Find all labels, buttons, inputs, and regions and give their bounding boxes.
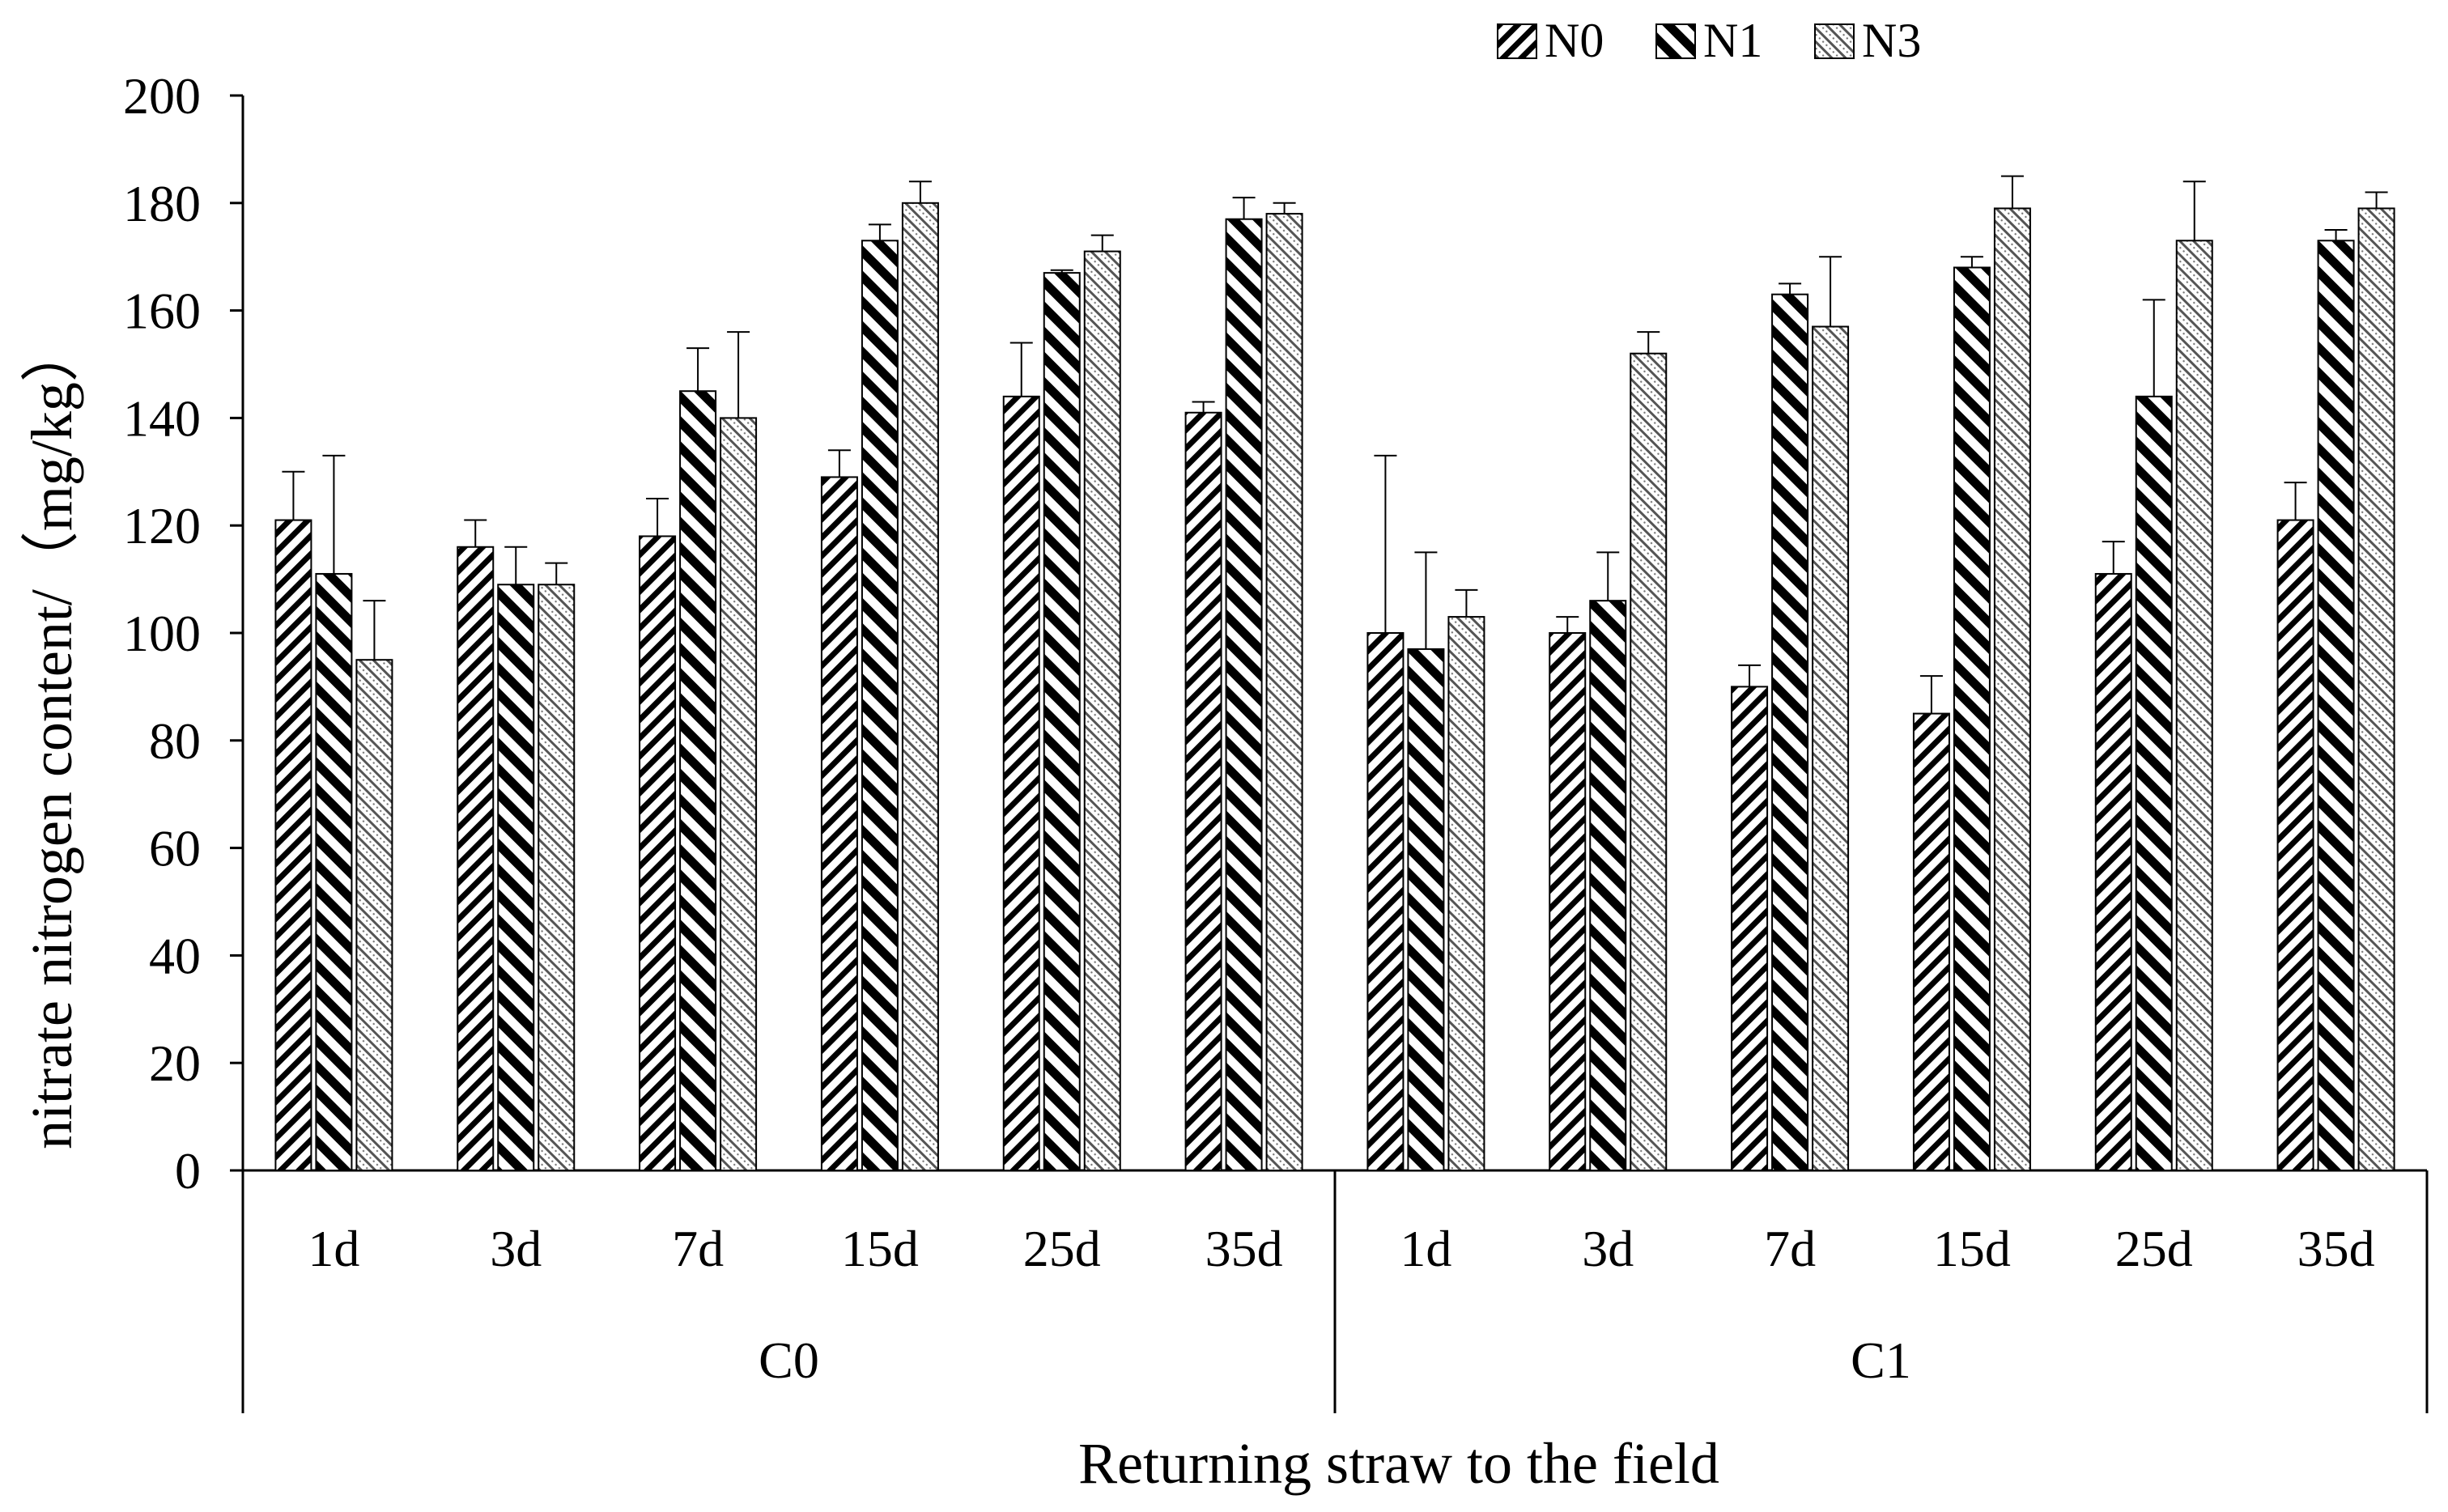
x-tick-label: 25d	[1023, 1220, 1101, 1277]
x-tick-label: 7d	[1764, 1220, 1816, 1277]
bar-N3	[538, 584, 576, 1171]
bar-N3	[720, 417, 758, 1171]
y-axis: 0 20 40 60 80 100 120 140 160 180 200	[123, 67, 244, 1200]
bar-N0	[1731, 686, 1769, 1171]
y-tick-label: 160	[123, 282, 201, 340]
legend-swatch-N3	[1814, 23, 1855, 59]
bar-N3	[1993, 207, 2031, 1172]
bar-N0	[2094, 572, 2132, 1171]
bar-N1	[1771, 293, 1809, 1171]
bar-N0	[1184, 411, 1222, 1171]
legend-swatch-N1	[1655, 23, 1696, 59]
x-tick-label: 35d	[2297, 1220, 2375, 1277]
bar-N1	[2317, 240, 2355, 1171]
y-tick-label: 200	[123, 67, 201, 125]
bar-N1	[2135, 395, 2173, 1171]
bar-N0	[1002, 395, 1040, 1171]
legend-swatch-N0	[1497, 23, 1537, 59]
bar-N3	[2175, 240, 2213, 1171]
bar-N1	[315, 572, 353, 1171]
x-tick-label: 25d	[2115, 1220, 2193, 1277]
bar-N1	[1407, 648, 1445, 1171]
y-tick-label: 0	[175, 1142, 201, 1200]
bar-N0	[2276, 519, 2314, 1171]
x-tick-label: 3d	[490, 1220, 542, 1277]
bar-N1	[679, 390, 717, 1171]
bar-N0	[457, 546, 495, 1171]
y-tick-label: 120	[123, 497, 201, 554]
y-tick-label: 180	[123, 175, 201, 232]
y-tick-label: 60	[149, 820, 201, 877]
bar-N3	[1447, 616, 1485, 1171]
bar-N0	[274, 519, 312, 1171]
bar-N0	[820, 476, 858, 1171]
bar-N3	[1265, 213, 1303, 1172]
y-tick-label: 100	[123, 605, 201, 662]
bar-N3	[901, 202, 939, 1171]
x-tick-label: 15d	[1933, 1220, 2011, 1277]
bar-N0	[1366, 632, 1405, 1171]
bar-N0	[1549, 632, 1587, 1171]
group-label: C1	[1851, 1331, 1911, 1389]
bar-N3	[355, 659, 393, 1171]
bar-N1	[1953, 266, 1991, 1172]
x-tick-label: 1d	[308, 1220, 359, 1277]
bar-N3	[2357, 207, 2395, 1172]
y-tick-label: 20	[149, 1034, 201, 1092]
legend-label-N1: N1	[1703, 14, 1762, 67]
x-tick-label: 35d	[1205, 1220, 1283, 1277]
bar-N1	[497, 584, 535, 1171]
x-tick-label: 7d	[672, 1220, 724, 1277]
legend-label-N3: N3	[1862, 14, 1921, 67]
legend: N0 N1 N3	[1497, 14, 1921, 67]
bar-N0	[639, 535, 677, 1171]
x-axis: 1d 3d 7d 15d 25d 35d 1d 3d 7d 15d 25d 35d C0 C1	[241, 1169, 2429, 1413]
x-tick-label: 15d	[841, 1220, 919, 1277]
y-tick-label: 80	[149, 712, 201, 770]
bar-N3	[1630, 352, 1668, 1172]
x-tick-label: 3d	[1582, 1220, 1634, 1277]
bar-N3	[1083, 250, 1121, 1171]
bar-N3	[1812, 325, 1850, 1171]
bar-N1	[1589, 600, 1627, 1171]
x-tick-label: 1d	[1400, 1220, 1451, 1277]
group-label: C0	[759, 1331, 819, 1389]
bar-N0	[1912, 712, 1950, 1171]
bar-N1	[861, 240, 899, 1171]
legend-label-N0: N0	[1545, 14, 1604, 67]
bars	[274, 175, 2395, 1172]
y-tick-label: 140	[123, 389, 201, 447]
x-axis-title: Returning straw to the field	[1078, 1431, 1719, 1496]
bar-N1	[1043, 272, 1081, 1171]
bar-N1	[1225, 218, 1263, 1172]
y-tick-label: 40	[149, 927, 201, 984]
y-axis-title: nitrate nitrogen content/（mg/kg）	[19, 324, 84, 1149]
